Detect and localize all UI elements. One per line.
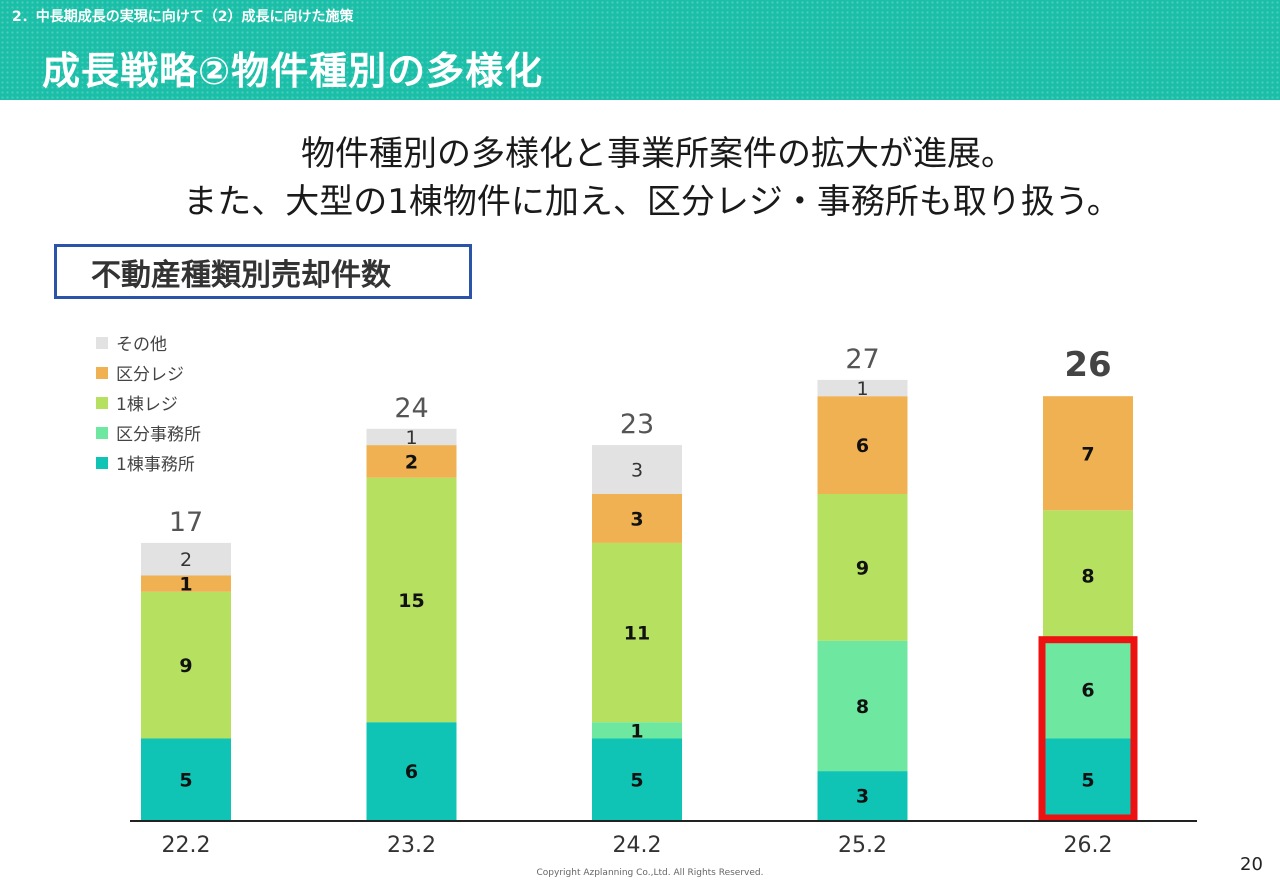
data-label-series-3-4: 7 (1081, 443, 1094, 465)
legend-swatch (96, 456, 108, 469)
data-label-series-3-3: 6 (856, 435, 869, 457)
legend-item-4: 1棟事務所 (96, 450, 195, 475)
lead-line-1: 物件種別の多様化と事業所案件の拡大が進展。 (301, 134, 1015, 174)
x-tick-label-2: 24.2 (613, 833, 662, 858)
bar-segment-series-4-0 (141, 542, 231, 576)
legend-item-1: 区分レジ (96, 360, 184, 385)
data-label-series-2-2: 11 (624, 623, 650, 645)
legend-swatch (96, 336, 108, 349)
bar-segment-series-1-4 (1043, 640, 1133, 739)
slide-title: 成長戦略②物件種別の多様化 (42, 49, 544, 93)
total-label-0: 17 (169, 507, 203, 538)
data-label-series-1-3: 8 (856, 696, 869, 718)
data-label-series-4-3: 1 (856, 378, 868, 400)
bar-segment-series-2-3 (817, 494, 908, 641)
data-label-series-4-2: 3 (631, 460, 643, 482)
total-label-1: 24 (394, 393, 428, 424)
data-label-series-4-1: 1 (405, 427, 417, 449)
bar-segment-series-3-2 (592, 494, 682, 543)
bar-segment-series-3-1 (366, 445, 457, 478)
data-label-series-0-0: 5 (179, 769, 192, 791)
x-tick-label-0: 22.2 (162, 833, 211, 858)
highlight-frame (1038, 636, 1138, 822)
data-label-series-3-1: 2 (405, 451, 418, 473)
x-tick-label-3: 25.2 (838, 833, 887, 858)
header-banner: 2．中長期成長の実現に向けて（2）成長に向けた施策 成長戦略②物件種別の多様化 (0, 0, 1280, 100)
legend-label: その他 (116, 335, 167, 355)
bar-segment-series-0-4 (1043, 738, 1133, 820)
x-tick-label-4: 26.2 (1064, 833, 1113, 858)
legend-label: 区分レジ (116, 365, 184, 385)
bar-segment-series-0-2 (592, 738, 682, 820)
total-label-3: 27 (845, 344, 879, 375)
legend-swatch (96, 426, 108, 439)
total-label-2: 23 (620, 409, 654, 440)
bar-segment-series-3-0 (141, 575, 231, 592)
bar-segment-series-2-2 (592, 542, 682, 723)
bar-segment-series-3-4 (1043, 396, 1133, 511)
data-label-series-3-0: 1 (179, 574, 192, 596)
bar-segment-series-4-3 (817, 379, 908, 397)
data-label-series-0-2: 5 (630, 769, 643, 791)
x-tick-label-1: 23.2 (387, 833, 436, 858)
bar-segment-series-0-1 (366, 722, 457, 820)
bar-segment-series-0-3 (817, 771, 908, 820)
lead-line-2: また、大型の1棟物件に加え、区分レジ・事務所も取り扱う。 (183, 182, 1121, 222)
data-label-series-2-3: 9 (856, 557, 869, 579)
data-label-series-0-1: 6 (405, 761, 418, 783)
legend-label: 区分事務所 (116, 425, 201, 445)
bar-segment-series-4-1 (366, 428, 457, 446)
legend-item-0: その他 (96, 330, 167, 355)
data-label-series-4-0: 2 (180, 549, 192, 571)
data-label-series-1-4: 6 (1081, 680, 1094, 702)
page-number: 20 (1240, 854, 1263, 875)
data-label-series-2-1: 15 (398, 590, 424, 612)
data-label-series-0-4: 5 (1081, 769, 1094, 791)
legend-swatch (96, 366, 108, 379)
data-label-series-0-3: 3 (856, 786, 869, 808)
chart-title: 不動産種類別売却件数 (54, 244, 472, 299)
bar-segment-series-2-0 (141, 591, 231, 739)
legend-swatch (96, 396, 108, 409)
legend-label: 1棟レジ (116, 395, 178, 415)
data-label-series-1-2: 1 (630, 720, 643, 742)
bar-segment-series-1-2 (592, 722, 682, 739)
copyright: Copyright Azplanning Co.,Ltd. All Rights… (536, 868, 764, 878)
bar-segment-series-1-3 (817, 640, 908, 772)
bar-segment-series-2-4 (1043, 510, 1133, 641)
bar-segment-series-2-1 (366, 477, 457, 723)
data-label-series-2-4: 8 (1081, 566, 1094, 588)
bar-segment-series-0-0 (141, 738, 231, 820)
legend-item-3: 区分事務所 (96, 420, 201, 445)
legend-item-2: 1棟レジ (96, 390, 178, 415)
legend-label: 1棟事務所 (116, 455, 195, 475)
data-label-series-2-0: 9 (179, 655, 192, 677)
bar-segment-series-4-2 (592, 445, 682, 494)
total-label-4: 26 (1064, 345, 1111, 385)
bar-segment-series-3-3 (817, 396, 908, 494)
data-label-series-3-2: 3 (630, 508, 643, 530)
section-label: 2．中長期成長の実現に向けて（2）成長に向けた施策 (12, 9, 354, 25)
